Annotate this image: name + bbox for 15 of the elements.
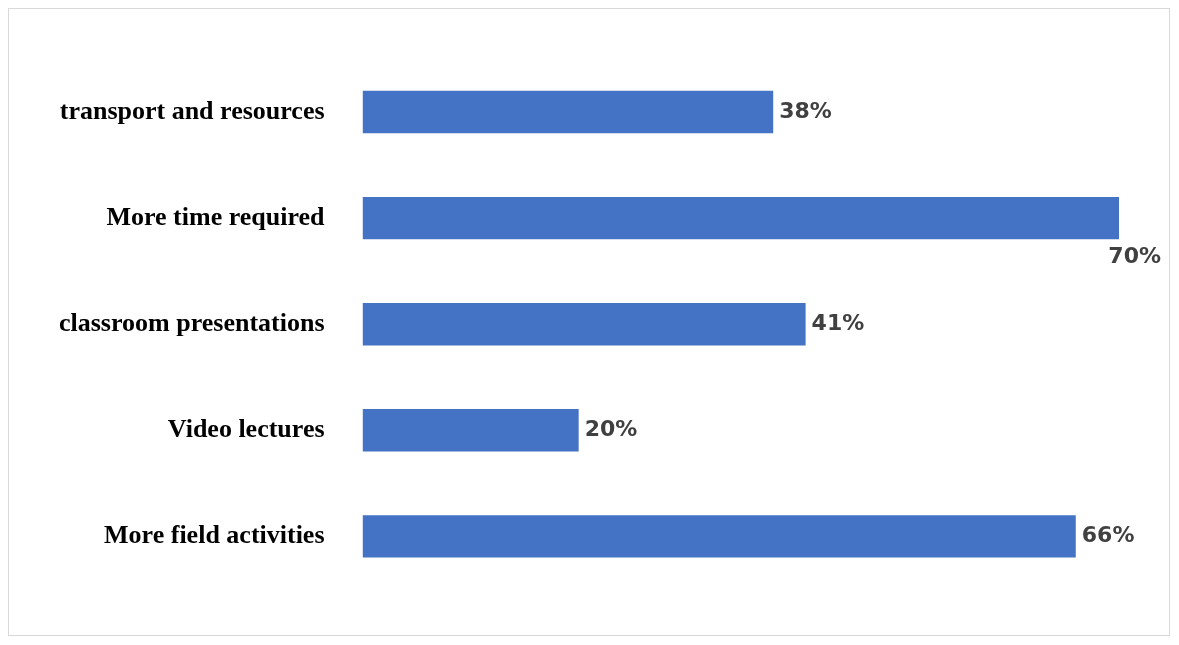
data-label: 20% — [584, 416, 638, 441]
bar — [362, 196, 1119, 240]
data-label: 70% — [1108, 243, 1162, 269]
bar — [362, 90, 774, 134]
bar — [362, 302, 806, 346]
data-label: 66% — [1081, 522, 1135, 548]
y-tick-label: More time required — [106, 201, 326, 231]
bar — [362, 409, 579, 452]
data-label: 41% — [811, 309, 865, 335]
data-label: 38% — [779, 97, 832, 123]
y-tick-label: More field activities — [104, 520, 325, 550]
y-tick-label: Video lectures — [167, 414, 325, 443]
bar — [362, 515, 1076, 558]
y-tick-label: classroom presentations — [58, 307, 325, 337]
y-tick-label: transport and resources — [59, 95, 325, 125]
